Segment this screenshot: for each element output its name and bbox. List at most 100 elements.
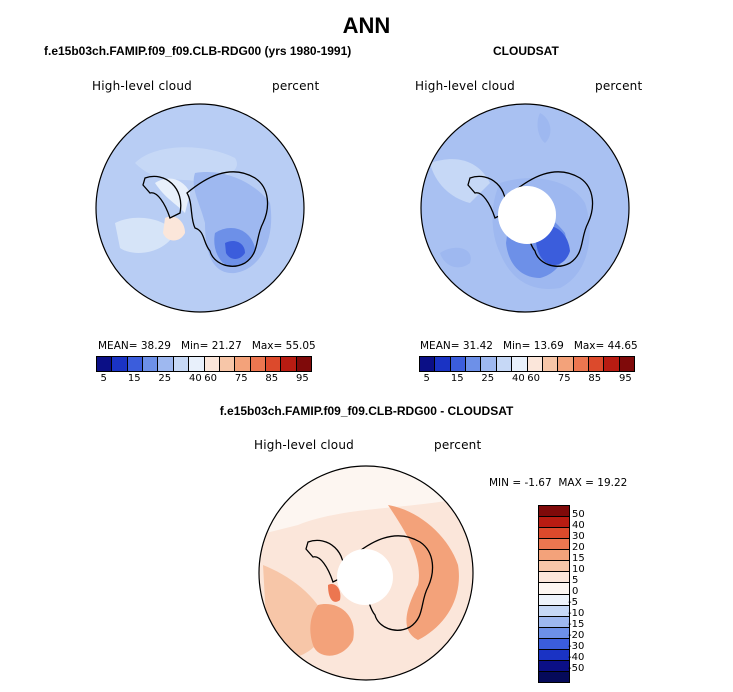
- panel-1-stats: MEAN= 38.29 Min= 21.27 Max= 55.05: [98, 340, 316, 352]
- colorbar-swatch: [539, 583, 569, 595]
- panel-3-colorbar-ticks: 50 40 30 20 15 10 5 0 -5 -10 -15 -20 -30 -40 -50: [568, 505, 612, 681]
- panel-1-region-light: [115, 217, 175, 253]
- colorbar-swatch: [189, 357, 205, 371]
- colorbar-tick-label: 5: [423, 373, 430, 384]
- colorbar-tick-label: -10: [568, 608, 585, 619]
- panel-2-colorbar: [419, 356, 635, 372]
- panel-2-stats: MEAN= 31.42 Min= 13.69 Max= 44.65: [420, 340, 638, 352]
- colorbar-swatch: [296, 357, 312, 371]
- colorbar-tick-label: 20: [572, 542, 585, 553]
- panel-1-region-warm: [163, 216, 185, 241]
- colorbar-swatch: [265, 357, 282, 371]
- colorbar-swatch: [97, 357, 113, 371]
- panel-3-missing-data: [337, 549, 393, 605]
- panel-3-region-pale: [259, 466, 473, 535]
- colorbar-swatch: [539, 649, 569, 661]
- colorbar-swatch: [219, 357, 236, 371]
- colorbar-swatch: [539, 539, 569, 551]
- colorbar-tick-label: 75: [557, 373, 571, 384]
- colorbar-tick-label: 15: [572, 553, 585, 564]
- panel-2-missing-data: [498, 186, 556, 244]
- panel-3-variable: High-level cloud: [254, 438, 354, 452]
- colorbar-tick-label: 95: [295, 373, 309, 384]
- colorbar-swatch: [604, 357, 620, 371]
- panel-2-region-mid: [537, 113, 551, 143]
- colorbar-tick-label: 5: [100, 373, 107, 384]
- colorbar-swatch: [539, 671, 569, 682]
- colorbar-swatch: [527, 357, 543, 371]
- colorbar-tick-label: 40: [572, 520, 585, 531]
- colorbar-tick-label: 85: [265, 373, 279, 384]
- colorbar-swatch: [127, 357, 144, 371]
- colorbar-swatch: [112, 357, 128, 371]
- colorbar-tick-label: 0: [572, 586, 579, 597]
- colorbar-swatch: [539, 528, 569, 540]
- colorbar-swatch: [235, 357, 251, 371]
- colorbar-swatch: [496, 357, 513, 371]
- colorbar-swatch: [435, 357, 451, 371]
- colorbar-tick-label: 40: [511, 373, 525, 384]
- colorbar-swatch: [158, 357, 174, 371]
- panel-2-units: percent: [595, 79, 643, 93]
- panel-2-title: CLOUDSAT: [493, 44, 559, 58]
- colorbar-tick-label: 50: [572, 509, 585, 520]
- panel-1-colorbar: [96, 356, 312, 372]
- colorbar-tick-label: -20: [568, 630, 585, 641]
- panel-3-stats: MIN = -1.67 MAX = 19.22: [489, 477, 628, 489]
- colorbar-swatch: [539, 638, 569, 650]
- page-title: ANN: [342, 13, 391, 38]
- colorbar-swatch: [539, 506, 569, 518]
- colorbar-swatch: [619, 357, 635, 371]
- panel-2-map: [420, 103, 630, 313]
- panel-2-region-mid: [440, 247, 471, 268]
- colorbar-swatch: [481, 357, 497, 371]
- colorbar-swatch: [281, 357, 297, 371]
- panel-3-colorbar: [538, 505, 570, 683]
- colorbar-swatch: [539, 660, 569, 672]
- colorbar-tick-label: 25: [481, 373, 495, 384]
- colorbar-swatch: [539, 616, 569, 628]
- colorbar-tick-label: 30: [572, 531, 585, 542]
- colorbar-swatch: [173, 357, 190, 371]
- colorbar-swatch: [539, 627, 569, 639]
- colorbar-swatch: [573, 357, 589, 371]
- colorbar-tick-label: 60: [204, 373, 218, 384]
- colorbar-swatch: [539, 572, 569, 584]
- panel-2-variable: High-level cloud: [415, 79, 515, 93]
- panel-3-title: f.e15b03ch.FAMIP.f09_f09.CLB-RDG00 - CLO…: [219, 404, 514, 418]
- colorbar-tick-label: -40: [568, 652, 585, 663]
- colorbar-tick-label: 25: [158, 373, 172, 384]
- colorbar-tick-label: 60: [527, 373, 541, 384]
- colorbar-tick-label: -30: [568, 641, 585, 652]
- colorbar-swatch: [466, 357, 482, 371]
- colorbar-tick-label: 75: [234, 373, 248, 384]
- panel-3-region-warmer: [388, 505, 459, 640]
- colorbar-tick-label: 5: [572, 575, 579, 586]
- colorbar-swatch: [542, 357, 559, 371]
- colorbar-tick-label: -50: [568, 663, 585, 674]
- panel-1-colorbar-ticks: 5 15 25 40 60 75 85 95: [96, 373, 310, 387]
- colorbar-tick-label: 85: [588, 373, 602, 384]
- panel-3-region-hot: [328, 584, 341, 602]
- colorbar-swatch: [204, 357, 220, 371]
- colorbar-swatch: [588, 357, 605, 371]
- panel-1-map: [95, 103, 305, 313]
- colorbar-tick-label: 15: [450, 373, 464, 384]
- panel-1-units: percent: [272, 79, 320, 93]
- colorbar-swatch: [539, 517, 569, 529]
- panel-3-map: [258, 465, 474, 681]
- panel-3-map-border: [258, 465, 474, 681]
- panel-2-colorbar-ticks: 5 15 25 40 60 75 85 95: [419, 373, 633, 387]
- colorbar-swatch: [250, 357, 266, 371]
- colorbar-swatch: [539, 605, 569, 617]
- colorbar-swatch: [539, 561, 569, 573]
- panel-1-variable: High-level cloud: [92, 79, 192, 93]
- colorbar-swatch: [450, 357, 467, 371]
- panel-1-title: f.e15b03ch.FAMIP.f09_f09.CLB-RDG00 (yrs …: [44, 44, 352, 58]
- colorbar-tick-label: 40: [188, 373, 202, 384]
- colorbar-swatch: [558, 357, 574, 371]
- colorbar-swatch: [420, 357, 436, 371]
- panel-1-map-border: [95, 103, 305, 313]
- colorbar-tick-label: 10: [572, 564, 585, 575]
- colorbar-swatch: [539, 594, 569, 606]
